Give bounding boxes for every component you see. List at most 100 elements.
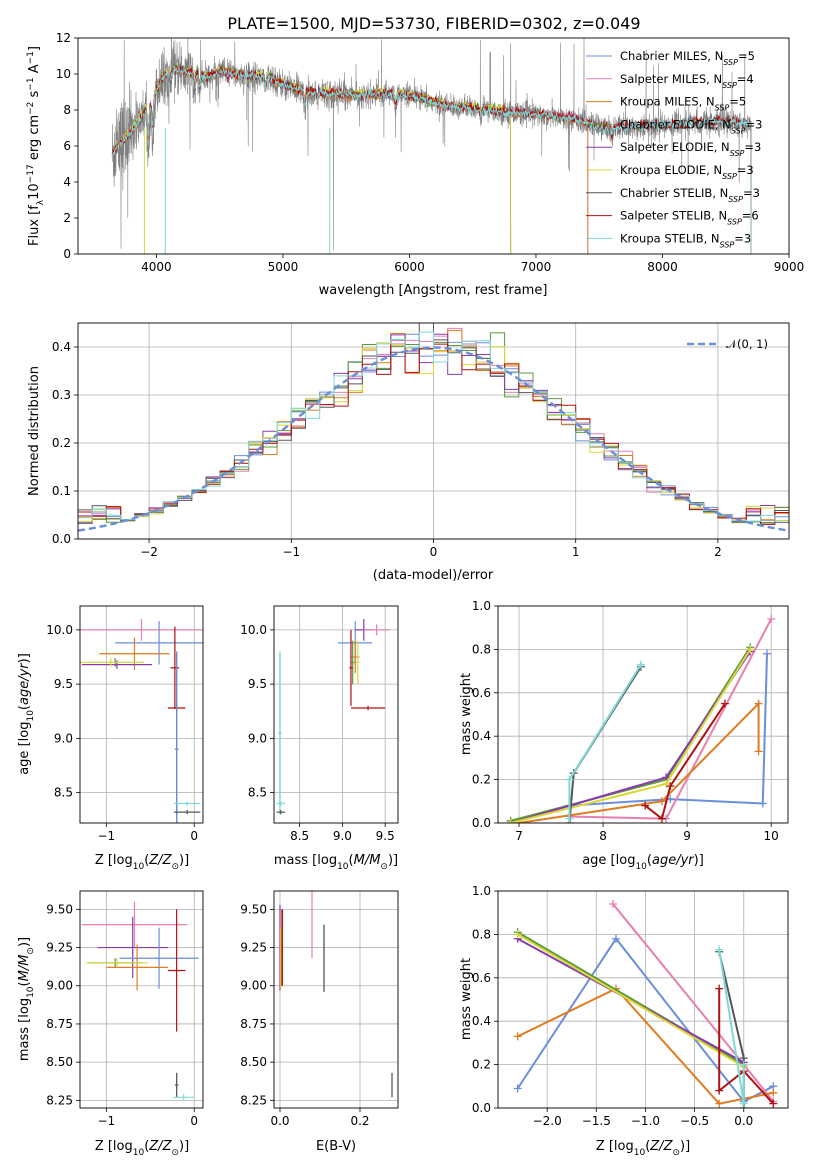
label-part: ( — [647, 853, 652, 868]
y-tick-label: 10.0 — [46, 623, 73, 637]
plus-marker — [720, 699, 729, 708]
x-axis-label: Z [log10(Z/Z⊙)] — [95, 853, 189, 872]
legend-label-tail: =6 — [742, 209, 759, 223]
y-tick-label: 8 — [63, 103, 71, 117]
x-tick-label: 2 — [714, 545, 722, 559]
label-part: )] — [17, 653, 32, 663]
y-axis-label: age [log10(age/yr)] — [17, 653, 36, 775]
plus-marker — [769, 1099, 778, 1108]
y-tick-label: 1.0 — [472, 599, 491, 613]
label-part: ( — [144, 853, 149, 868]
y-tick-label: 8.5 — [54, 786, 73, 800]
y-tick-label: 0.2 — [472, 1058, 491, 1072]
residual-hist-8 — [78, 331, 789, 523]
plus-marker — [739, 1099, 748, 1108]
legend-label-sub: SSP — [722, 80, 737, 89]
x-tick-label: 5000 — [268, 260, 299, 274]
y-tick-label: 0.8 — [472, 642, 491, 656]
label-part: Z/Z — [148, 1139, 172, 1154]
plus-marker — [636, 660, 645, 669]
legend-entry: Kroupa MILES, NSSP=5 — [620, 95, 746, 113]
label-part: E(B-V) — [316, 1139, 356, 1154]
legend-label-tail: =4 — [737, 72, 754, 86]
y-tick-label: 0.2 — [472, 773, 491, 787]
label-part: age/yr — [17, 662, 32, 705]
x-tick-label: 8 — [599, 829, 607, 843]
plus-marker — [641, 801, 650, 810]
plus-marker — [565, 775, 574, 784]
label-part: wavelength [Angstrom, rest frame] — [319, 283, 548, 298]
label-part: Z [log — [95, 853, 133, 868]
legend-entry: Salpeter MILES, NSSP=4 — [620, 72, 754, 90]
y-tick-label: 9.0 — [248, 731, 267, 745]
plus-marker — [739, 1060, 748, 1069]
y-tick-label: 8.75 — [46, 1017, 73, 1031]
axes-frame — [79, 605, 204, 824]
y-tick-label: 9.50 — [46, 902, 73, 916]
label-part: 10 — [27, 183, 42, 200]
label-part: 10 — [133, 1148, 145, 1158]
plus-marker — [611, 934, 620, 943]
plus-marker — [746, 645, 755, 654]
y-tick-label: 9.50 — [240, 902, 267, 916]
label-part: )] — [388, 853, 398, 868]
legend-label-tail: =3 — [734, 231, 751, 245]
y-tick-label: 8.25 — [240, 1093, 267, 1107]
legend-entry: Chabrier MILES, NSSP=5 — [620, 49, 755, 67]
x-axis-label: Z [log10(Z/Z⊙)] — [95, 1139, 189, 1158]
mass_vs_EBV-panel: 0.0 0.2 8.25 8.50 8.75 9.00 9.25 9.50 E(B-V) — [240, 890, 399, 1154]
x-tick-label: 9000 — [774, 260, 805, 274]
label-part: Z/Z — [649, 1139, 673, 1154]
x-tick-label: −1 — [98, 829, 116, 843]
axes-frame — [77, 37, 790, 255]
x-tick-label: −2.0 — [533, 1114, 562, 1128]
model-line-8 — [111, 67, 752, 254]
axes-frame — [497, 890, 789, 1109]
age_vs_mass-panel: 8.5 9.0 9.5 8.5 9.0 9.5 10.0 mass [log10(M/M⊙)] — [240, 605, 399, 872]
legend-label-tail: =5 — [738, 49, 755, 63]
legend-entry: Chabrier STELIB, NSSP=3 — [620, 186, 760, 204]
y-tick-label: 9.5 — [54, 677, 73, 691]
x-axis-label: age [log10(age/yr)] — [582, 853, 704, 872]
residuals-panel: −2 −1 0 1 2 0.0 0.1 0.2 0.3 0.4 𝒩(0, 1) (data-model… — [27, 322, 790, 583]
x-tick-label: 9.0 — [333, 829, 352, 843]
legend-label-main: Salpeter MILES, N — [620, 72, 722, 86]
legend-label-sub: SSP — [722, 172, 737, 181]
x-tick-label: 1 — [572, 545, 580, 559]
plus-marker — [715, 984, 724, 993]
massweight_vs_Z-panel: −2.0 −1.5 −1.0 −0.5 0.0 0.0 0.2 0.4 0.6 0.8 1.0 Z [… — [459, 884, 789, 1158]
mass-weight-line-7 — [644, 703, 726, 821]
label-part: ⊙ — [26, 947, 36, 955]
y-tick-label: 2 — [63, 211, 71, 225]
label-part: 10 — [133, 862, 145, 872]
y-tick-label: 9.00 — [46, 979, 73, 993]
legend-label-tail: =3 — [743, 186, 760, 200]
y-tick-label: 4 — [63, 175, 71, 189]
x-tick-label: 9.5 — [376, 829, 395, 843]
mass-weight-line-5 — [517, 933, 745, 1068]
axes-frame — [273, 890, 399, 1109]
label-part: mass [log — [274, 853, 337, 868]
legend-label-main: Chabrier MILES, N — [620, 49, 723, 63]
plus-marker — [657, 797, 666, 806]
plus-marker — [513, 1084, 522, 1093]
y-tick-label: 9.25 — [46, 941, 73, 955]
legend-label-tail: =5 — [729, 95, 746, 109]
gaussian-curve — [78, 346, 789, 532]
plus-marker — [715, 1099, 724, 1108]
mass-weight-line-0 — [569, 653, 768, 807]
label-part: mass weight — [459, 673, 474, 755]
x-tick-label: 0 — [190, 829, 198, 843]
age_vs_mass-plot-area — [276, 619, 390, 815]
label-part: )] — [179, 853, 189, 868]
plus-marker — [513, 930, 522, 939]
x-tick-label: 8000 — [647, 260, 678, 274]
x-tick-label: 7000 — [521, 260, 552, 274]
label-part: Z [log — [596, 1139, 634, 1154]
label-part: M/M — [17, 955, 32, 982]
age_vs_Z-panel: −1 08.59.09.510.0Z [log10(Z/Z⊙)]age [log1… — [17, 605, 204, 872]
y-tick-label: 8.5 — [248, 786, 267, 800]
y-tick-label: 9.00 — [240, 979, 267, 993]
plus-marker — [715, 945, 724, 954]
